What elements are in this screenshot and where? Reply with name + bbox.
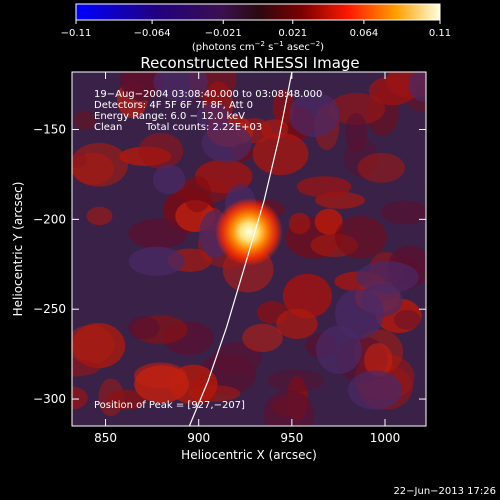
emission-blob	[263, 390, 315, 426]
emission-blob	[242, 323, 283, 353]
unit-sup3: −2	[310, 40, 320, 48]
background-patch	[356, 261, 419, 294]
annotation-energy: Energy Range: 6.0 − 12.0 keV	[94, 111, 245, 122]
emission-blob	[86, 206, 113, 226]
x-tick-label: 850	[94, 431, 117, 445]
unit-sup1: −2	[255, 40, 265, 48]
emission-blob	[334, 216, 387, 259]
background-patch	[289, 92, 340, 137]
annotation-time-range: 19−Aug−2004 03:08:40.000 to 03:08:48.000	[94, 89, 322, 100]
emission-blob	[72, 359, 100, 377]
annotation-peak: Position of Peak = [927,−207]	[94, 400, 245, 411]
emission-blob	[328, 93, 386, 126]
emission-blob	[357, 152, 406, 183]
solar-limb-curve	[188, 72, 293, 426]
emission-blob	[138, 132, 184, 170]
unit-prefix: (photons cm	[192, 42, 255, 53]
annotation-clean: Clean	[94, 122, 122, 133]
background-patch	[334, 288, 384, 340]
background-patch	[153, 72, 208, 102]
unit-mid: s	[265, 42, 273, 53]
annotation-detectors: Detectors: 4F 5F 6F 7F 8F, Att 0	[94, 100, 253, 111]
unit-close: )	[320, 42, 324, 53]
footer-timestamp: 22−Jun−2013 17:26	[393, 486, 496, 497]
emission-blob	[72, 142, 129, 187]
y-axis-label: Heliocentric Y (arcsec)	[11, 182, 25, 317]
emission-blob	[72, 386, 88, 410]
emission-blob	[183, 175, 212, 213]
emission-blob	[380, 200, 426, 225]
background-patch	[201, 122, 252, 163]
emission-blob	[213, 341, 263, 375]
emission-blob	[252, 132, 309, 176]
colorbar	[75, 3, 441, 21]
y-tick-label: −300	[33, 392, 66, 406]
colorbar-tick-label: 0.021	[278, 28, 307, 39]
emission-blob	[259, 119, 289, 140]
unit-sup2: −1	[273, 40, 283, 48]
colorbar-tick-label: 0.11	[429, 28, 451, 39]
emission-blob	[105, 389, 147, 410]
colorbar-tick-label: −0.021	[205, 28, 242, 39]
x-axis-ticks: 850 900 950 1000	[94, 72, 400, 445]
emission-blob	[344, 112, 368, 153]
emission-peak	[215, 197, 283, 266]
y-tick-label: −250	[33, 302, 66, 316]
emission-blob	[314, 208, 343, 235]
x-tick-label: 1000	[370, 431, 401, 445]
emission-blob	[73, 110, 97, 130]
emission-blob	[368, 76, 417, 106]
y-tick-label: −200	[33, 212, 66, 226]
background-patch	[196, 103, 230, 130]
colorbar-tick-label: −0.064	[134, 28, 171, 39]
emission-blob	[282, 273, 333, 319]
colorbar-ticks: −0.11 −0.064 −0.021 0.021 0.064 0.11	[61, 20, 451, 39]
colorbar-tick-label: −0.11	[61, 28, 92, 39]
background-patch	[128, 246, 185, 276]
emission-blob	[393, 309, 421, 330]
emission-blob	[72, 322, 126, 369]
emission-blob	[364, 342, 393, 377]
x-axis-label: Heliocentric X (arcsec)	[181, 448, 317, 462]
emission-blobs	[72, 72, 426, 426]
colorbar-tick-label: 0.064	[350, 28, 379, 39]
emission-blob	[134, 365, 190, 403]
y-tick-label: −150	[33, 123, 66, 137]
y-axis-ticks: −150 −200 −250 −300	[33, 123, 426, 406]
colorbar-unit: (photons cm−2 s−1 asec−2)	[192, 40, 324, 53]
emission-blob	[127, 316, 160, 340]
background-patch	[348, 370, 403, 410]
emission-blob	[288, 212, 311, 235]
background-patch	[316, 325, 362, 374]
annotation-counts: Total counts: 2.22E+03	[145, 122, 262, 133]
chart-title: Reconstructed RHESSI Image	[140, 54, 359, 72]
background-patch	[408, 72, 426, 102]
unit-suffix: asec	[284, 42, 310, 53]
plot-frame	[71, 71, 427, 427]
emission-blob	[128, 218, 188, 249]
x-tick-label: 900	[187, 431, 210, 445]
x-tick-label: 950	[280, 431, 303, 445]
emission-blob	[276, 308, 318, 339]
emission-blob	[272, 89, 295, 126]
emission-blob	[267, 369, 325, 392]
emission-blob	[119, 72, 163, 102]
background-patch	[152, 164, 186, 195]
emission-blob	[296, 176, 352, 198]
